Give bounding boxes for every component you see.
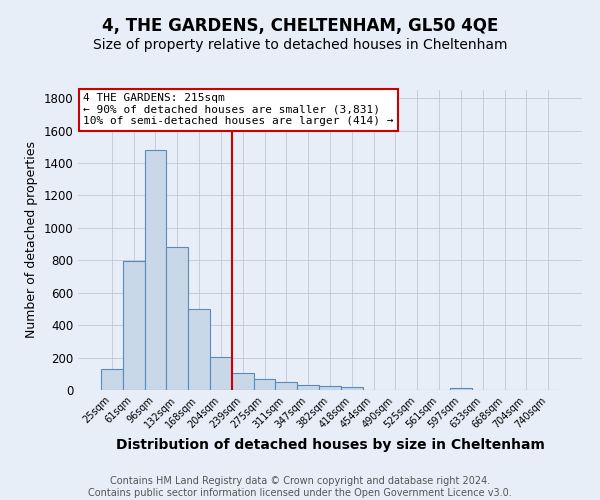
Bar [319,386,341,390]
Bar [275,382,297,390]
Text: Size of property relative to detached houses in Cheltenham: Size of property relative to detached ho… [93,38,507,52]
Text: 4 THE GARDENS: 215sqm
← 90% of detached houses are smaller (3,831)
10% of semi-d: 4 THE GARDENS: 215sqm ← 90% of detached … [83,93,394,126]
Bar [123,261,145,390]
Bar [232,373,254,390]
Bar [341,387,363,390]
Bar [254,380,275,390]
Y-axis label: Number of detached properties: Number of detached properties [25,142,38,338]
Bar [297,384,319,390]
Bar [101,369,123,390]
Text: Contains HM Land Registry data © Crown copyright and database right 2024.
Contai: Contains HM Land Registry data © Crown c… [88,476,512,498]
X-axis label: Distribution of detached houses by size in Cheltenham: Distribution of detached houses by size … [116,438,544,452]
Bar [450,388,472,390]
Bar [145,150,166,390]
Bar [210,357,232,390]
Text: 4, THE GARDENS, CHELTENHAM, GL50 4QE: 4, THE GARDENS, CHELTENHAM, GL50 4QE [102,18,498,36]
Bar [166,248,188,390]
Bar [188,309,210,390]
